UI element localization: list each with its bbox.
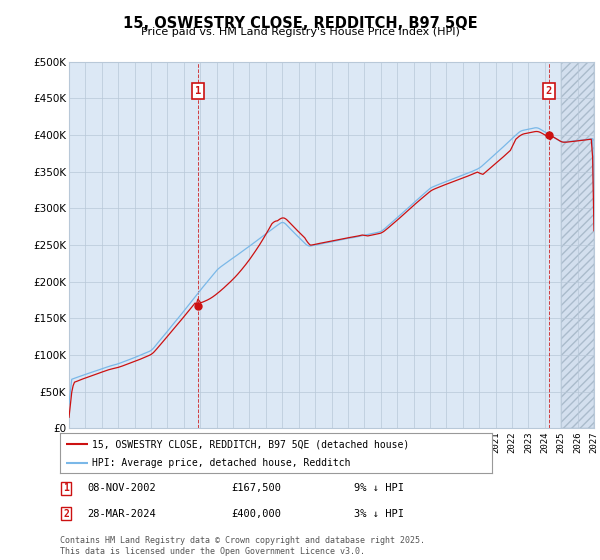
Text: 2: 2	[546, 86, 552, 96]
Text: 2: 2	[63, 508, 69, 519]
Text: 1: 1	[194, 86, 201, 96]
Text: £167,500: £167,500	[231, 483, 281, 493]
Text: 1: 1	[63, 483, 69, 493]
Text: 15, OSWESTRY CLOSE, REDDITCH, B97 5QE: 15, OSWESTRY CLOSE, REDDITCH, B97 5QE	[122, 16, 478, 31]
Text: 9% ↓ HPI: 9% ↓ HPI	[354, 483, 404, 493]
Text: 08-NOV-2002: 08-NOV-2002	[87, 483, 156, 493]
Polygon shape	[561, 62, 594, 428]
Text: Contains HM Land Registry data © Crown copyright and database right 2025.
This d: Contains HM Land Registry data © Crown c…	[60, 536, 425, 556]
Text: 28-MAR-2024: 28-MAR-2024	[87, 508, 156, 519]
Text: HPI: Average price, detached house, Redditch: HPI: Average price, detached house, Redd…	[92, 458, 351, 468]
Text: 3% ↓ HPI: 3% ↓ HPI	[354, 508, 404, 519]
Text: Price paid vs. HM Land Registry's House Price Index (HPI): Price paid vs. HM Land Registry's House …	[140, 27, 460, 37]
Text: 15, OSWESTRY CLOSE, REDDITCH, B97 5QE (detached house): 15, OSWESTRY CLOSE, REDDITCH, B97 5QE (d…	[92, 439, 410, 449]
Text: £400,000: £400,000	[231, 508, 281, 519]
